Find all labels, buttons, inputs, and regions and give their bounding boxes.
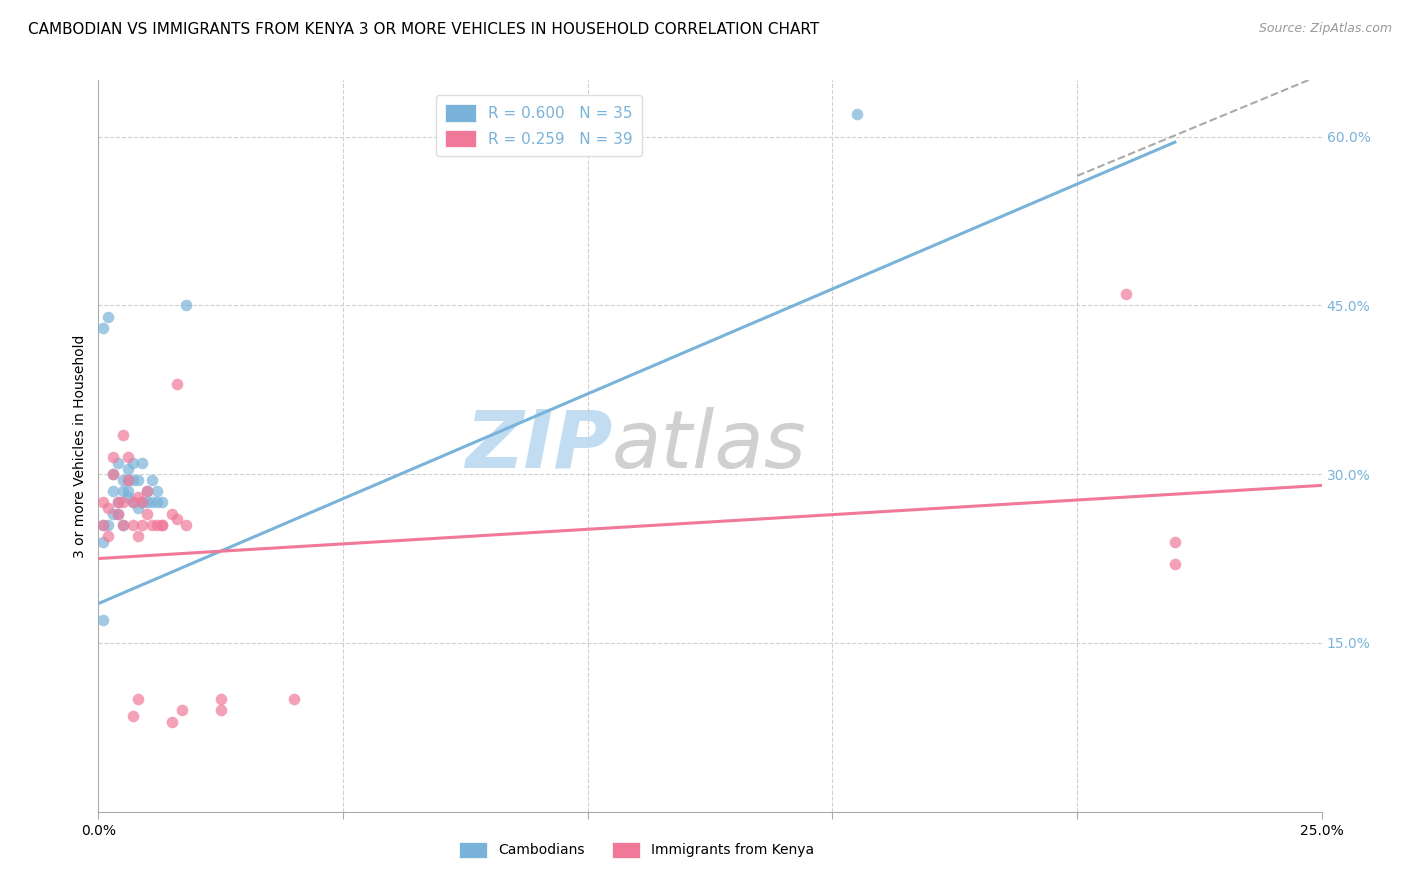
Point [117,450,139,465]
Point [146,517,169,532]
Point [127,529,149,543]
Point [121,495,143,509]
Point [111,473,134,487]
Point [170,703,193,717]
Point [136,483,159,498]
Point [136,495,159,509]
Point [131,495,153,509]
Point [111,427,134,442]
Point [111,517,134,532]
Point [121,495,143,509]
Point [91,534,114,549]
Point [121,517,143,532]
Point [141,495,163,509]
Point [111,517,134,532]
Point [121,709,143,723]
Point [91,495,114,509]
Point [101,483,124,498]
Point [111,495,134,509]
Point [117,461,139,475]
Point [141,517,163,532]
Point [136,507,159,521]
Point [117,490,139,504]
Text: ZIP: ZIP [465,407,612,485]
Point [209,703,232,717]
Point [91,614,114,628]
Point [107,495,129,509]
Point [160,507,183,521]
Point [121,456,143,470]
Point [131,495,153,509]
Text: atlas: atlas [612,407,807,485]
Point [150,517,173,532]
Point [146,483,169,498]
Point [150,517,173,532]
Legend: Cambodians, Immigrants from Kenya: Cambodians, Immigrants from Kenya [454,836,820,863]
Y-axis label: 3 or more Vehicles in Household: 3 or more Vehicles in Household [73,334,87,558]
Point [97,500,120,515]
Point [146,495,169,509]
Point [107,495,129,509]
Point [1164,534,1187,549]
Point [97,529,120,543]
Point [117,483,139,498]
Point [209,692,232,706]
Point [845,107,868,121]
Point [131,517,153,532]
Point [101,450,124,465]
Point [101,467,124,482]
Point [150,495,173,509]
Point [283,692,305,706]
Point [121,473,143,487]
Point [176,298,198,312]
Point [1115,287,1137,301]
Point [127,500,149,515]
Point [97,310,120,324]
Point [107,456,129,470]
Point [176,517,198,532]
Point [166,512,188,526]
Point [1164,557,1187,571]
Point [101,507,124,521]
Point [127,490,149,504]
Point [101,467,124,482]
Point [127,692,149,706]
Point [91,321,114,335]
Text: CAMBODIAN VS IMMIGRANTS FROM KENYA 3 OR MORE VEHICLES IN HOUSEHOLD CORRELATION C: CAMBODIAN VS IMMIGRANTS FROM KENYA 3 OR … [28,22,820,37]
Point [117,473,139,487]
Point [166,377,188,392]
Text: Source: ZipAtlas.com: Source: ZipAtlas.com [1258,22,1392,36]
Point [131,456,153,470]
Point [127,473,149,487]
Point [117,473,139,487]
Point [107,507,129,521]
Point [141,473,163,487]
Point [160,714,183,729]
Point [136,483,159,498]
Point [91,517,114,532]
Point [91,517,114,532]
Point [97,517,120,532]
Point [111,483,134,498]
Point [107,507,129,521]
